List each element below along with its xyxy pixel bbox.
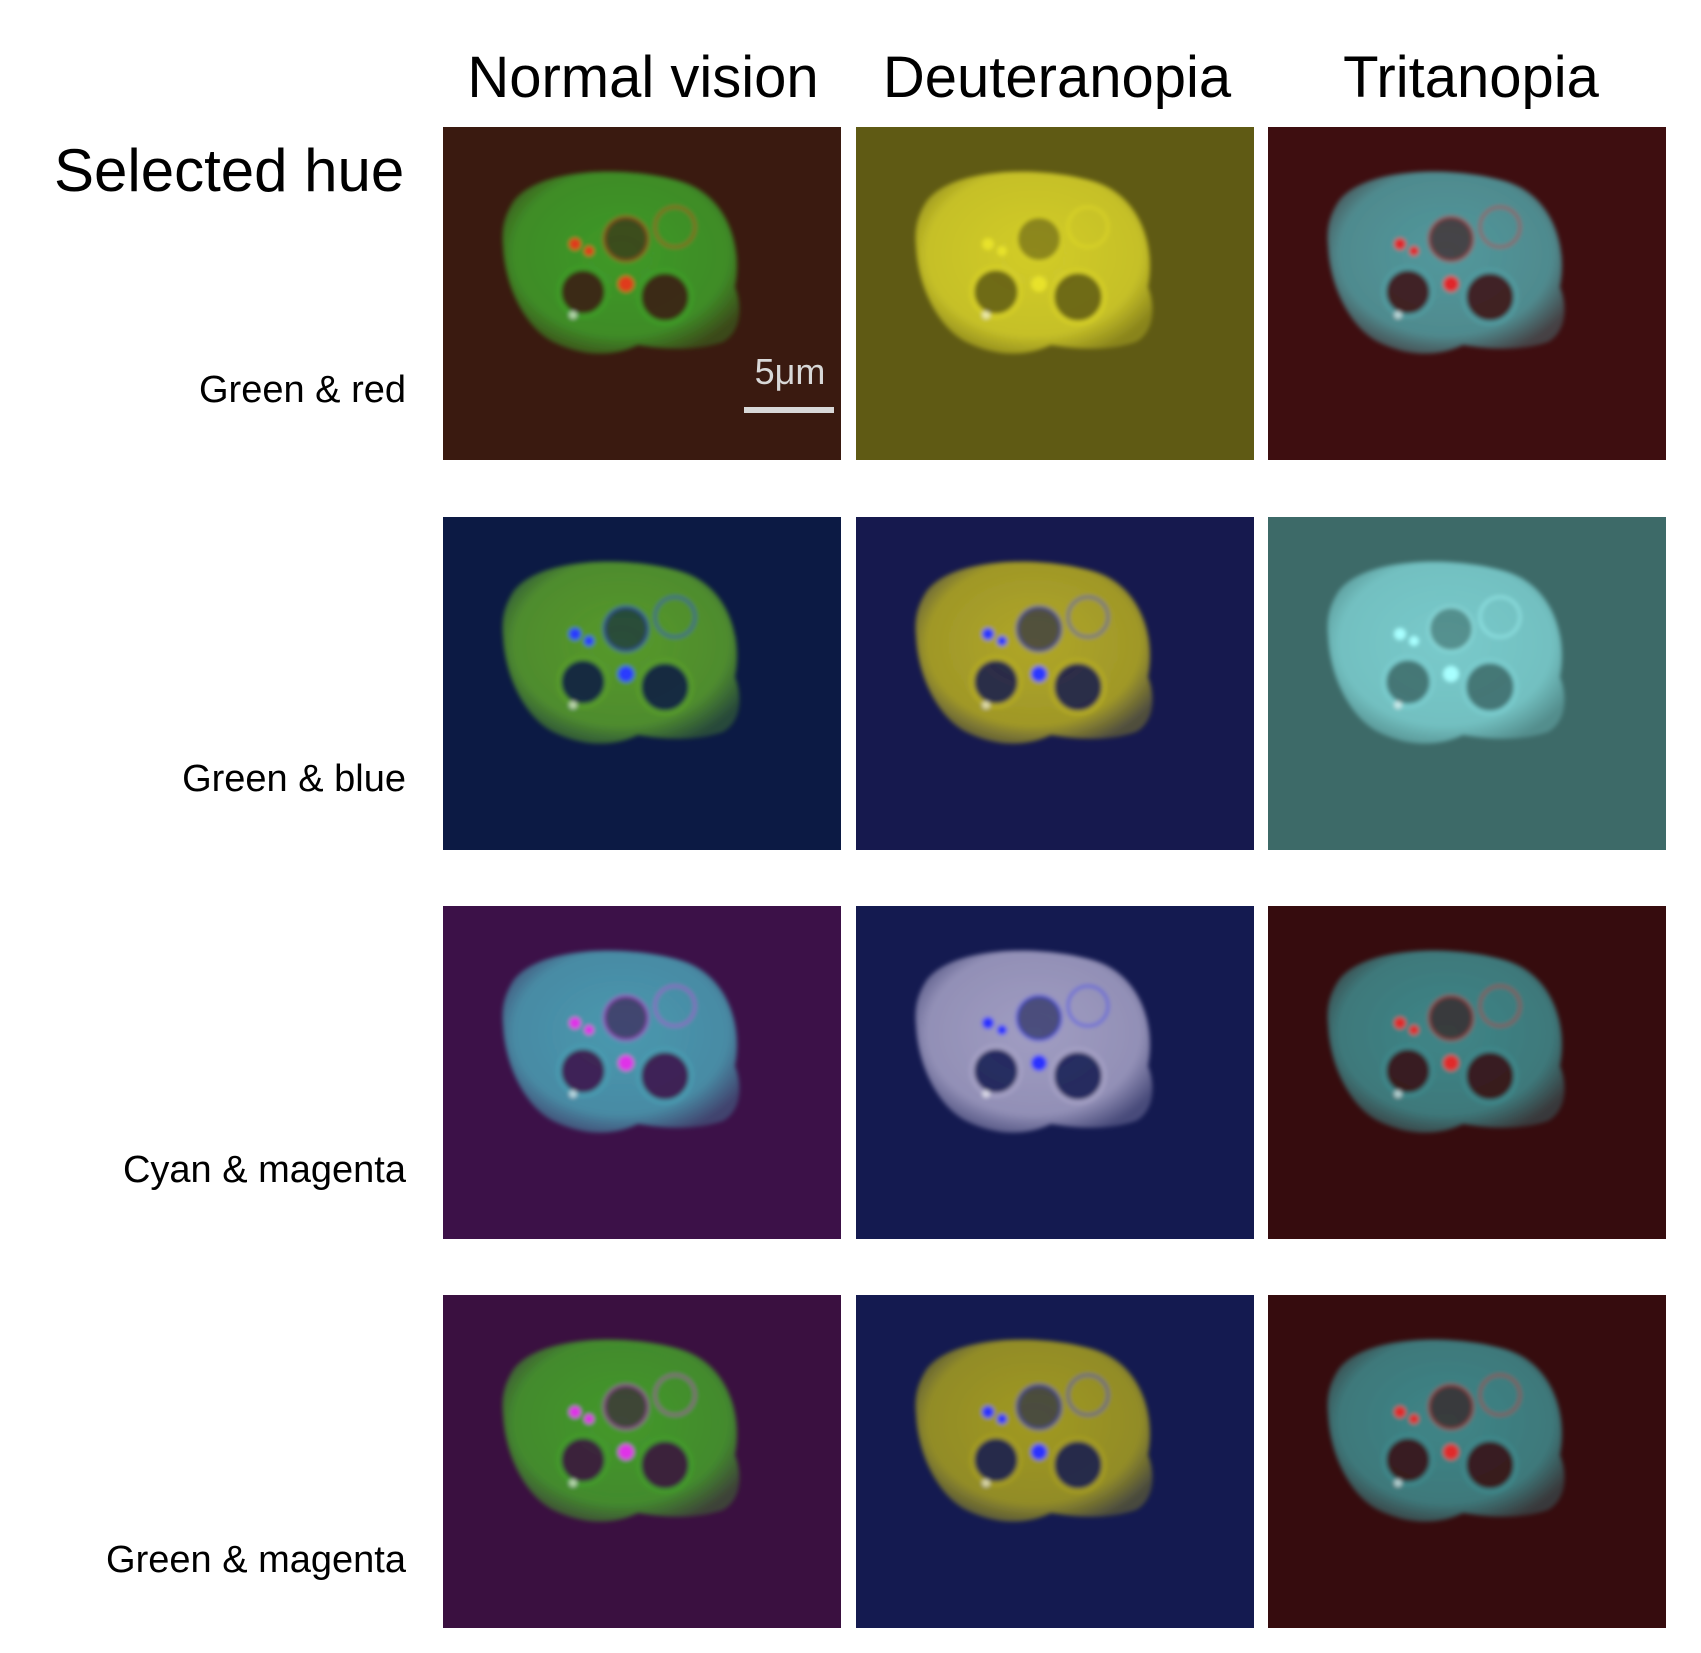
- row-label-green-red: Green & red: [199, 369, 406, 411]
- row-label-green-blue: Green & blue: [182, 758, 406, 800]
- row-label-cyan-magenta: Cyan & magenta: [122, 1149, 406, 1191]
- scale-bar-label: 5μm: [754, 351, 826, 392]
- micrograph-panel: [1268, 906, 1666, 1239]
- micrograph-panel: [1268, 1295, 1666, 1628]
- micrograph-panel: [443, 906, 841, 1239]
- micrograph-panel: [856, 1295, 1254, 1628]
- micrograph-panel: [443, 127, 841, 460]
- row-label-green-magenta: Green & magenta: [106, 1539, 406, 1581]
- micrograph-panel: [856, 127, 1254, 460]
- section-title: Selected hue: [54, 137, 405, 204]
- scale-bar: [744, 407, 834, 413]
- micrograph-panel: [1268, 517, 1666, 850]
- column-header-tritanopia: Tritanopia: [1343, 45, 1599, 110]
- column-header-deuteranopia: Deuteranopia: [882, 45, 1232, 110]
- column-header-normal-vision: Normal vision: [467, 45, 819, 110]
- micrograph-panel: [443, 517, 841, 850]
- micrograph-panel: [856, 517, 1254, 850]
- micrograph-panel: [1268, 127, 1666, 460]
- micrograph-panel: [856, 906, 1254, 1239]
- micrograph-panel: [443, 1295, 841, 1628]
